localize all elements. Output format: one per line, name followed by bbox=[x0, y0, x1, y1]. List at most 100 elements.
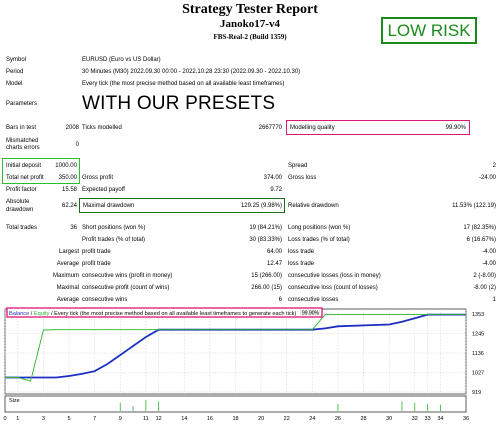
presets-banner: WITH OUR PRESETS bbox=[82, 93, 276, 114]
spread-value: 2 bbox=[492, 163, 496, 169]
abs-dd-value: 62.24 bbox=[61, 203, 77, 209]
long-label: Long positions (won %) bbox=[288, 225, 351, 231]
quality-value: 99.90% bbox=[445, 125, 466, 131]
net-profit-label: Total net profit bbox=[6, 175, 44, 181]
gross-profit-label: Gross profit bbox=[82, 175, 114, 181]
size-label: Size bbox=[9, 398, 20, 404]
max-cons-wins-value: 15 (266.00) bbox=[251, 273, 282, 279]
x-tick-label: 30 bbox=[386, 416, 392, 422]
legend-quality: 99.90% bbox=[302, 311, 320, 317]
average-label: Average bbox=[56, 261, 79, 267]
avg-cons-wins-label: consecutive wins bbox=[82, 297, 128, 303]
largest-profit-value: 64.00 bbox=[266, 249, 282, 255]
y-tick-labels: 919 1027 1136 1245 1353 bbox=[472, 312, 484, 396]
gross-loss-value: -24.00 bbox=[478, 175, 496, 181]
low-risk-badge: LOW RISK bbox=[381, 17, 477, 44]
maximum-label: Maximum bbox=[52, 273, 79, 279]
legend-balance: Balance bbox=[9, 311, 29, 317]
bars-value: 2008 bbox=[65, 125, 79, 131]
symbol-value: EURUSD (Euro vs US Dollar) bbox=[82, 57, 161, 63]
mismatched-label-1: Mismatched bbox=[6, 138, 39, 144]
x-tick-label: 11 bbox=[143, 416, 149, 422]
x-tick-label: 20 bbox=[258, 416, 264, 422]
server-build: FBS-Real-2 (Build 1359) bbox=[213, 33, 287, 41]
max-cons-loss-value: -8.00 (2) bbox=[473, 285, 496, 291]
spread-label: Spread bbox=[288, 163, 308, 169]
profit-trades-label: Profit trades (% of total) bbox=[82, 237, 146, 243]
x-tick-label: 34 bbox=[437, 416, 443, 422]
model-label: Model bbox=[6, 81, 23, 87]
x-tick-label: 3 bbox=[42, 416, 45, 422]
y-tick-label: 1353 bbox=[472, 312, 484, 318]
average-profit-value: 12.47 bbox=[266, 261, 282, 267]
legend-sep-1: / bbox=[29, 311, 34, 317]
x-tick-label: 32 bbox=[412, 416, 418, 422]
profit-factor-value: 15.58 bbox=[61, 187, 77, 193]
expected-payoff-label: Expected payoff bbox=[82, 187, 125, 193]
initial-deposit-value: 1000.00 bbox=[55, 163, 77, 169]
legend-equity: Equity bbox=[34, 311, 50, 317]
short-value: 19 (84.21%) bbox=[249, 225, 282, 231]
quality-highlight-box bbox=[286, 120, 470, 135]
loss-trades-label: Loss trades (% of total) bbox=[288, 237, 350, 243]
max-cons-losses-label: consecutive losses (loss in money) bbox=[288, 273, 381, 279]
size-frame bbox=[4, 395, 467, 413]
max-cons-loss-label: consecutive loss (count of losses) bbox=[288, 285, 378, 291]
x-tick-label: 16 bbox=[207, 416, 213, 422]
x-tick-label: 18 bbox=[232, 416, 238, 422]
equity-line bbox=[5, 314, 466, 382]
x-tick-label: 28 bbox=[360, 416, 366, 422]
x-tick-label: 36 bbox=[463, 416, 469, 422]
x-tick-label: 24 bbox=[309, 416, 315, 422]
parameters-label: Parameters bbox=[6, 101, 38, 107]
x-tick-label: 0 bbox=[3, 416, 6, 422]
symbol-label: Symbol bbox=[6, 57, 27, 63]
abs-dd-label-1: Absolute bbox=[6, 199, 30, 205]
legend-highlight-box bbox=[6, 307, 323, 318]
avg-cons-label: Average bbox=[56, 297, 79, 303]
gross-profit-value: 374.00 bbox=[263, 175, 282, 181]
chart-lines bbox=[5, 313, 466, 382]
average-loss-label: loss trade bbox=[288, 261, 315, 267]
loss-trades-value: 6 (16.67%) bbox=[466, 237, 496, 243]
expected-payoff-value: 9.72 bbox=[270, 187, 282, 193]
gross-loss-label: Gross loss bbox=[288, 175, 317, 181]
legend-quality-bg bbox=[300, 309, 320, 316]
x-tick-label: 1 bbox=[16, 416, 19, 422]
model-value: Every tick (the most precise method base… bbox=[82, 81, 285, 87]
legend-description: Every tick (the most precise method base… bbox=[54, 311, 296, 317]
max-cons-wins-label: consecutive wins (profit in money) bbox=[82, 273, 173, 279]
size-bars bbox=[119, 399, 441, 411]
x-tick-label: 26 bbox=[335, 416, 341, 422]
balance-line bbox=[5, 313, 466, 379]
ticks-label: Ticks modelled bbox=[82, 125, 122, 131]
x-tick-labels: 0 1 3 5 7 9 11 12 14 16 18 20 22 24 26 28 30 32 33 34 36 bbox=[3, 416, 469, 422]
max-cons-profit-value: 266.00 (15) bbox=[251, 285, 282, 291]
max-cons-losses-value: 2 (-8.00) bbox=[473, 273, 496, 279]
largest-profit-label: profit trade bbox=[82, 249, 111, 255]
y-tick-label: 1245 bbox=[472, 331, 484, 337]
y-tick-label: 1136 bbox=[472, 351, 484, 357]
ea-name: Janoko17-v4 bbox=[220, 18, 280, 30]
max-dd-highlight-box bbox=[79, 198, 285, 213]
ticks-value: 2667770 bbox=[258, 125, 282, 131]
rel-dd-label: Relative drawdown bbox=[288, 203, 339, 209]
x-tick-label: 12 bbox=[156, 416, 162, 422]
largest-label: Largest bbox=[58, 249, 79, 255]
max-dd-value: 129.25 (9.98%) bbox=[240, 203, 282, 209]
mismatched-value: 0 bbox=[75, 142, 79, 148]
mismatched-label-2: charts errors bbox=[6, 145, 40, 151]
net-profit-value: 350.00 bbox=[58, 175, 77, 181]
largest-loss-label: loss trade bbox=[288, 249, 315, 255]
short-label: Short positions (won %) bbox=[82, 225, 146, 231]
largest-loss-value: -4.00 bbox=[482, 249, 496, 255]
total-trades-label: Total trades bbox=[6, 225, 38, 231]
avg-cons-losses-value: 1 bbox=[492, 297, 496, 303]
x-tick-label: 22 bbox=[284, 416, 290, 422]
profit-trades-value: 30 (83.33%) bbox=[249, 237, 282, 243]
balance-equity-chart: 919 1027 1136 1245 1353 0 1 3 5 7 9 11 12 14 16 18 20 22… bbox=[3, 307, 484, 422]
deposit-highlight-box bbox=[2, 158, 80, 184]
x-tick-label: 33 bbox=[425, 416, 431, 422]
max-cons-profit-label: consecutive profit (count of wins) bbox=[82, 285, 170, 291]
abs-dd-label-2: drawdown bbox=[6, 207, 34, 213]
